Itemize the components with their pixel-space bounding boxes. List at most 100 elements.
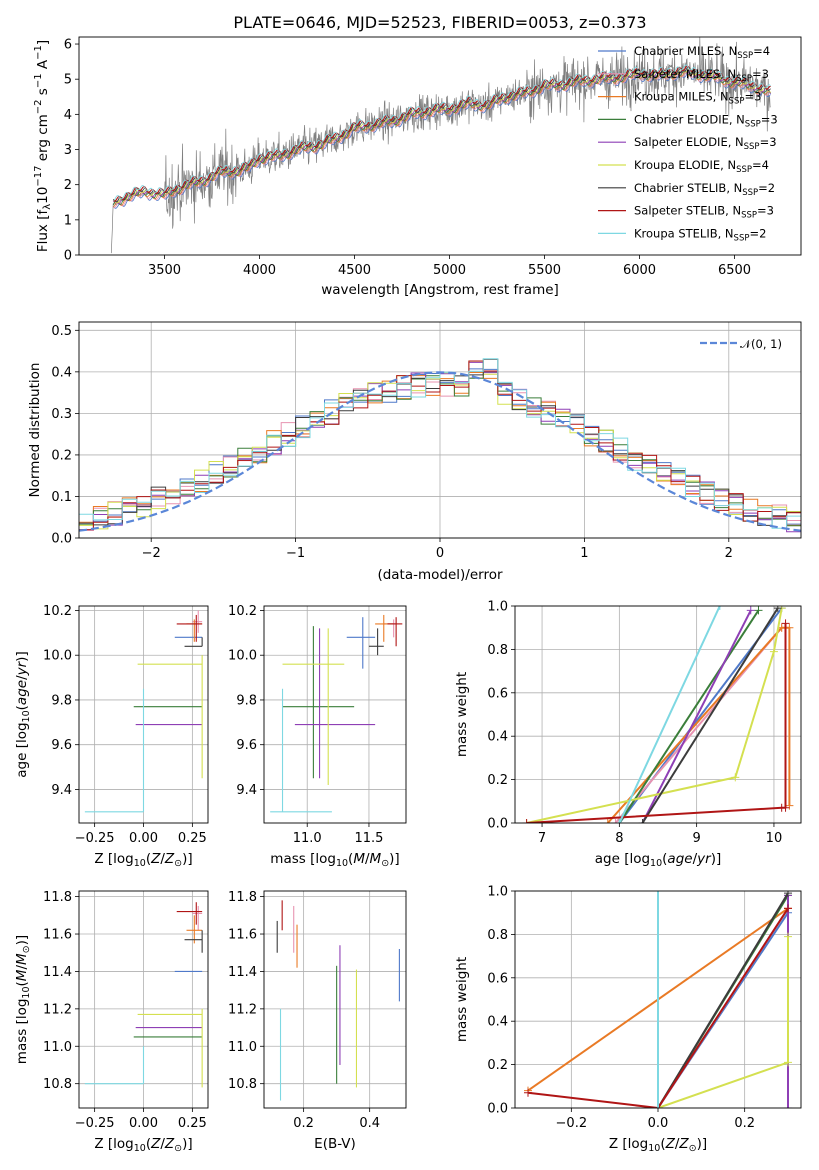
mass_weight_vs_age-marker [785, 801, 794, 810]
age_vs_Z-ytick-label: 9.8 [51, 693, 72, 708]
residuals-axes: −2 −1 0 1 2 0.0 0.1 0.2 0.3 0.4 0.5 [51, 321, 802, 561]
age_vs_mass-xtick-label: 11.5 [354, 831, 383, 846]
mass_weight_vs_age-line [618, 606, 721, 823]
mass_weight_vs_Z-line [657, 936, 789, 1108]
mass_vs_Z-xtick-label: 0.25 [178, 1116, 207, 1131]
mass_vs_Z-errorbar [184, 930, 203, 953]
mass_weight_vs_age-xtick-label: 7 [538, 831, 546, 846]
mass_weight_vs_age-line [641, 607, 779, 823]
mass_weight_vs_age-marker [638, 819, 647, 823]
mass_vs_Z-plot [84, 902, 203, 1088]
age_vs_Z-ylabel: age [log10(age/yr)] [14, 651, 32, 777]
residuals-ytick-label: 0.5 [51, 324, 72, 339]
spectrum-xlabel: wavelength [Angstrom, rest frame] [321, 282, 559, 298]
spectrum-ytick-label: 0 [64, 249, 72, 264]
spectrum-xtick-label: 5500 [528, 263, 561, 278]
mass_weight_vs_Z-xtick-label: 0.0 [648, 1116, 669, 1131]
spectrum-ytick-label: 3 [64, 143, 72, 158]
mass_weight_vs_Z-marker [784, 891, 792, 898]
spectrum-legend-label: Kroupa STELIB, NSSP=2 [634, 226, 766, 243]
mass_weight_vs_Z-ytick-label: 0.8 [487, 928, 508, 943]
mass_weight_vs_age-marker [769, 647, 778, 656]
age_vs_Z-xtick-label: 0.25 [178, 831, 207, 846]
mass_vs_Z-errorbar [137, 1008, 203, 1088]
mass_vs_Z-xlabel: Z [log10(Z/Z⊙)] [94, 1136, 192, 1154]
residuals-xtick-label: −2 [142, 546, 161, 561]
mass_weight_vs_Z-marker [784, 1058, 792, 1067]
mass_weight_vs_age-ytick-label: 1.0 [487, 600, 508, 615]
residuals-ytick-label: 0.0 [51, 532, 72, 547]
residual-histogram [79, 358, 801, 529]
age_vs_mass-plot [270, 614, 403, 813]
residuals-xtick-label: 1 [580, 546, 588, 561]
age_vs_mass-xtick-label: 11.0 [293, 831, 322, 846]
mass_vs_ebv-xtick-label: 0.4 [359, 1116, 380, 1131]
mass_vs_Z-ylabel: mass [log10(M/M⊙)] [14, 935, 32, 1064]
age_vs_Z-frame [78, 605, 209, 824]
mass_weight_vs_Z-marker [784, 932, 792, 941]
mass_weight_vs_age-xtick-label: 9 [693, 831, 701, 846]
mass_vs_Z-ytick-label: 11.8 [43, 890, 72, 905]
age_vs_mass-ytick-label: 9.4 [236, 783, 257, 798]
spectrum-ytick-label: 2 [64, 178, 72, 193]
mass_weight_vs_age-marker [785, 623, 794, 632]
mass_vs_ebv-ytick-label: 10.8 [228, 1077, 257, 1092]
mass_vs_ebv-ytick-label: 11.0 [228, 1040, 257, 1055]
mass_weight_vs_age-frame [514, 605, 802, 824]
age_vs_Z-xlabel: Z [log10(Z/Z⊙)] [94, 851, 192, 869]
mass_vs_Z-axes: −0.25 0.00 0.25 10.8 11.0 11.2 11.4 11.6 11.8 [43, 890, 209, 1131]
age_vs_mass-errorbar [282, 626, 355, 779]
mass_weight_vs_age-marker [781, 619, 790, 628]
mass_weight_vs_age-ytick-label: 0.2 [487, 773, 508, 788]
spectrum-legend-label: Chabrier STELIB, NSSP=2 [634, 181, 775, 198]
age_vs_Z-plot [84, 610, 203, 813]
age_vs_Z-errorbar [137, 655, 203, 779]
mass_weight_vs_age-line [526, 608, 783, 823]
mass_vs_Z-ytick-label: 11.0 [43, 1040, 72, 1055]
mass_weight_vs_age-marker [754, 606, 763, 615]
age_vs_Z-errorbar [184, 637, 203, 647]
spectrum-legend-label: Salpeter ELODIE, NSSP=3 [634, 135, 777, 152]
age_vs_mass-errorbar [270, 688, 332, 813]
residuals-ytick-label: 0.1 [51, 490, 72, 505]
mass_vs_ebv-axes: 0.2 0.4 10.8 11.0 11.2 11.4 11.6 11.8 [228, 890, 407, 1131]
mass_weight_vs_Z-ytick-label: 0.6 [487, 971, 508, 986]
mass_weight_vs_age-plot [522, 606, 794, 823]
age_vs_mass-errorbar [294, 628, 376, 779]
mass_vs_Z-ytick-label: 11.2 [43, 1002, 72, 1017]
mass_weight_vs_age-marker [715, 606, 724, 610]
mass_weight_vs_Z-xtick-label: −0.2 [556, 1116, 588, 1131]
age_vs_mass-errorbar [368, 628, 384, 656]
spectrum-ylabel: Flux [fλ10−17 erg cm−2 s−1 A−1] [33, 40, 53, 252]
mass_weight_vs_age-xtick-label: 8 [615, 831, 623, 846]
mass_vs_Z-errorbar [84, 1046, 145, 1085]
mass_weight_vs_Z-frame [514, 890, 802, 1109]
mass_weight_vs_age-marker [522, 819, 531, 823]
spectrum-ytick-label: 4 [64, 108, 72, 123]
mass_weight_vs_age-xtick-label: 10 [766, 831, 783, 846]
residuals-ylabel: Normed distribution [27, 363, 43, 498]
mass_vs_Z-ytick-label: 10.8 [43, 1077, 72, 1092]
mass_weight_vs_age-ytick-label: 0.0 [487, 817, 508, 832]
age_vs_Z-xtick-label: 0.00 [129, 831, 158, 846]
mass_weight_vs_Z-ylabel: mass weight [454, 957, 470, 1042]
residuals-frame [78, 321, 802, 539]
mass_weight_vs_age-xlabel: age [log10(age/yr)] [595, 851, 721, 869]
mass_vs_ebv-xlabel: E(B-V) [314, 1136, 356, 1152]
residuals-ytick-label: 0.3 [51, 407, 72, 422]
spectrum-legend-label: Salpeter STELIB, NSSP=3 [634, 204, 774, 221]
mass_weight_vs_age-axes: 7 8 9 10 0.0 0.2 0.4 0.6 0.8 1.0 [487, 600, 802, 846]
mass_vs_ebv-frame [263, 890, 407, 1109]
spectrum-axes: 3500 4000 4500 5000 5500 6000 6500 0 1 2 3 4 5 6 [64, 36, 802, 278]
residuals-xtick-label: 0 [436, 546, 444, 561]
mass_weight_vs_age-ylabel: mass weight [454, 672, 470, 757]
residuals-plot [79, 358, 801, 533]
age_vs_mass-ytick-label: 10.0 [228, 649, 257, 664]
mass_weight_vs_Z-marker [784, 904, 792, 913]
mass_weight_vs_age-marker [603, 819, 612, 823]
mass_vs_Z-errorbar [176, 902, 203, 925]
mass_weight_vs_Z-marker [654, 1104, 662, 1108]
mass_vs_ebv-xtick-label: 0.2 [293, 1116, 314, 1131]
mass_vs_ebv-plot [276, 900, 400, 1101]
